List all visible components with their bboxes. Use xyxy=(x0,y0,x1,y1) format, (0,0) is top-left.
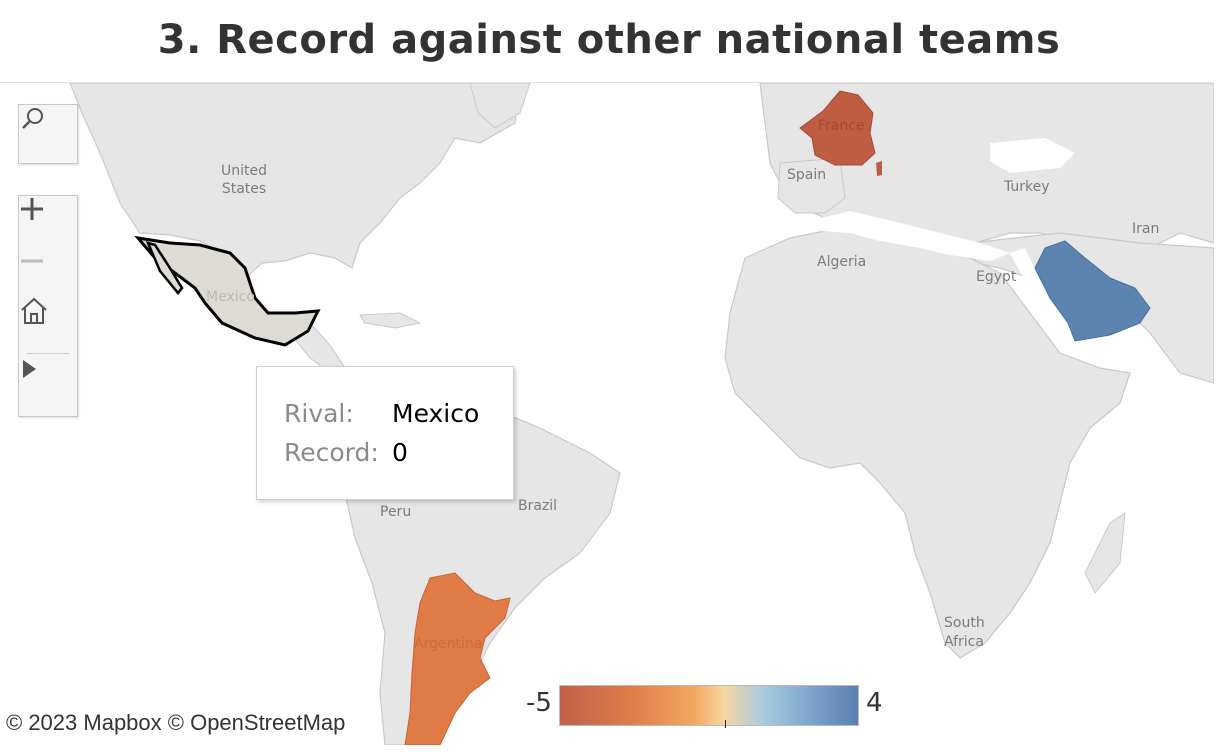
label-united-states-line2: States xyxy=(222,181,266,197)
label-egypt: Egypt xyxy=(976,269,1017,285)
tooltip-rival-row: Rival: Mexico xyxy=(284,399,479,428)
zoom-in-button[interactable] xyxy=(19,196,77,254)
tooltip-record-row: Record: 0 xyxy=(284,438,408,467)
label-brazil: Brazil xyxy=(518,498,557,514)
tooltip-record-label: Record: xyxy=(284,438,379,467)
label-spain: Spain xyxy=(787,167,826,183)
caribbean-islands xyxy=(359,312,422,329)
zoom-out-button[interactable] xyxy=(19,248,77,296)
tooltip-record-value: 0 xyxy=(392,438,408,467)
label-argentina: Argentina xyxy=(414,636,482,652)
map-tooltip: Rival: Mexico Record: 0 xyxy=(256,366,514,500)
mexico-region[interactable] xyxy=(134,235,321,347)
page-title: 3. Record against other national teams xyxy=(157,17,1061,63)
map-view[interactable]: United States Mexico Peru Brazil Argenti… xyxy=(0,82,1214,745)
corsica-region[interactable] xyxy=(876,161,882,176)
home-button[interactable] xyxy=(19,296,77,346)
search-button[interactable] xyxy=(19,105,77,163)
argentina-region[interactable] xyxy=(404,572,511,745)
label-iran: Iran xyxy=(1132,221,1159,237)
legend-min-label: -5 xyxy=(526,688,552,718)
legend-color-ramp xyxy=(559,685,859,726)
saudi-arabia-region[interactable] xyxy=(1034,240,1151,342)
tooltip-rival-value: Mexico xyxy=(392,399,480,428)
greenland-landmass xyxy=(469,83,531,129)
red-sea xyxy=(1010,248,1080,353)
mediterranean-sea xyxy=(800,211,1010,261)
north-america-landmass xyxy=(69,83,521,279)
label-france: France xyxy=(818,118,865,134)
map-attribution[interactable]: © 2023 Mapbox © OpenStreetMap xyxy=(4,710,348,736)
tooltip-rival-label: Rival: xyxy=(284,399,354,428)
france-region[interactable] xyxy=(799,90,876,166)
world-map[interactable]: United States Mexico Peru Brazil Argenti… xyxy=(0,83,1214,745)
label-turkey: Turkey xyxy=(1003,179,1050,195)
black-sea xyxy=(990,138,1075,173)
label-mexico: Mexico xyxy=(206,289,255,305)
label-south-africa: South xyxy=(944,615,985,631)
expand-button[interactable] xyxy=(19,358,77,414)
madagascar-landmass xyxy=(1084,511,1126,594)
control-divider xyxy=(27,353,69,354)
africa-landmass xyxy=(724,227,1131,659)
label-united-states: United xyxy=(221,163,267,179)
search-control[interactable] xyxy=(18,104,78,164)
zoom-control-group xyxy=(18,195,78,417)
legend-max-label: 4 xyxy=(866,688,883,718)
label-peru: Peru xyxy=(380,504,411,520)
label-south-africa-line2: Africa xyxy=(944,634,984,650)
baja-california-region[interactable] xyxy=(145,241,184,295)
label-algeria: Algeria xyxy=(817,254,866,270)
legend-zero-tick xyxy=(725,720,726,728)
